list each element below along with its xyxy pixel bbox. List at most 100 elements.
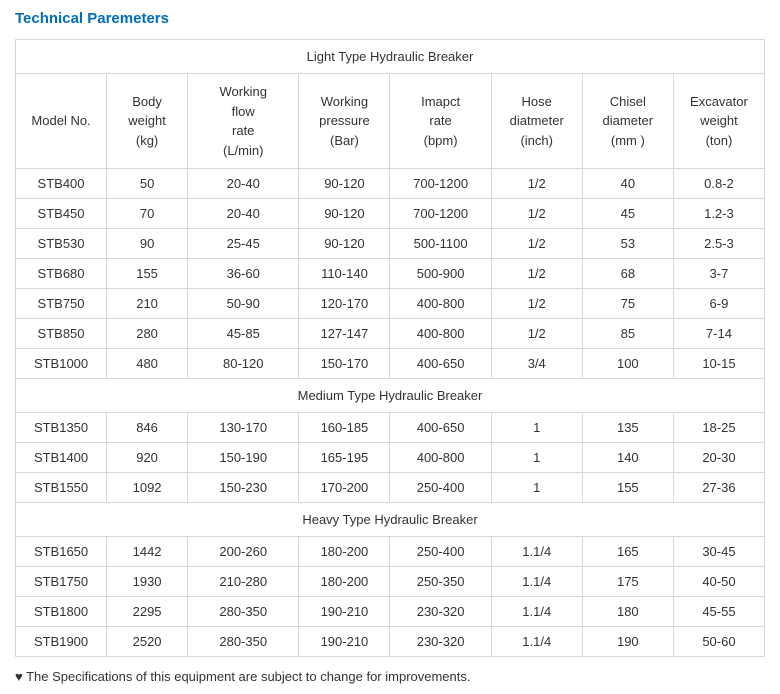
cell-press: 90-120 [299,169,390,199]
table-row: STB100048080-120150-170400-6503/410010-1… [16,349,765,379]
cell-model: STB1900 [16,627,107,657]
table-row: STB16501442200-260180-200250-4001.1/4165… [16,537,765,567]
cell-chisel: 53 [582,229,673,259]
cell-impact: 500-1100 [390,229,491,259]
cell-press: 180-200 [299,567,390,597]
cell-model: STB1400 [16,443,107,473]
cell-chisel: 135 [582,413,673,443]
table-row: STB1400920150-190165-195400-800114020-30 [16,443,765,473]
column-header: Hosediatmeter(inch) [491,74,582,169]
cell-chisel: 68 [582,259,673,289]
cell-flow: 36-60 [188,259,299,289]
cell-body: 50 [107,169,188,199]
cell-exc: 7-14 [673,319,764,349]
cell-flow: 25-45 [188,229,299,259]
cell-hose: 1/2 [491,259,582,289]
cell-chisel: 75 [582,289,673,319]
cell-flow: 80-120 [188,349,299,379]
spec-table: Light Type Hydraulic BreakerModel No.Bod… [15,39,765,657]
cell-exc: 1.2-3 [673,199,764,229]
cell-flow: 200-260 [188,537,299,567]
cell-flow: 280-350 [188,627,299,657]
cell-impact: 400-650 [390,349,491,379]
cell-body: 846 [107,413,188,443]
cell-impact: 230-320 [390,627,491,657]
cell-model: STB1350 [16,413,107,443]
cell-flow: 210-280 [188,567,299,597]
cell-body: 1930 [107,567,188,597]
cell-impact: 400-800 [390,443,491,473]
cell-chisel: 40 [582,169,673,199]
cell-impact: 250-400 [390,473,491,503]
cell-press: 165-195 [299,443,390,473]
cell-impact: 400-800 [390,289,491,319]
cell-hose: 1/2 [491,229,582,259]
column-header: Workingflowrate(L/min) [188,74,299,169]
cell-model: STB1650 [16,537,107,567]
cell-flow: 280-350 [188,597,299,627]
cell-flow: 150-190 [188,443,299,473]
cell-exc: 18-25 [673,413,764,443]
cell-chisel: 180 [582,597,673,627]
cell-hose: 1 [491,413,582,443]
cell-exc: 20-30 [673,443,764,473]
cell-body: 2520 [107,627,188,657]
table-row: STB17501930210-280180-200250-3501.1/4175… [16,567,765,597]
cell-hose: 1/2 [491,199,582,229]
cell-impact: 400-800 [390,319,491,349]
cell-press: 90-120 [299,199,390,229]
cell-chisel: 190 [582,627,673,657]
cell-chisel: 100 [582,349,673,379]
cell-model: STB1800 [16,597,107,627]
cell-hose: 1/2 [491,319,582,349]
cell-model: STB530 [16,229,107,259]
cell-exc: 50-60 [673,627,764,657]
cell-press: 110-140 [299,259,390,289]
cell-body: 280 [107,319,188,349]
cell-body: 90 [107,229,188,259]
cell-hose: 1 [491,473,582,503]
cell-impact: 700-1200 [390,169,491,199]
cell-chisel: 140 [582,443,673,473]
cell-exc: 3-7 [673,259,764,289]
cell-chisel: 45 [582,199,673,229]
cell-hose: 3/4 [491,349,582,379]
cell-hose: 1.1/4 [491,627,582,657]
cell-body: 210 [107,289,188,319]
cell-exc: 0.8-2 [673,169,764,199]
table-row: STB18002295280-350190-210230-3201.1/4180… [16,597,765,627]
cell-body: 480 [107,349,188,379]
section-header: Medium Type Hydraulic Breaker [16,379,765,413]
cell-exc: 10-15 [673,349,764,379]
column-header: Excavatorweight(ton) [673,74,764,169]
section-header: Heavy Type Hydraulic Breaker [16,503,765,537]
cell-press: 120-170 [299,289,390,319]
table-row: STB75021050-90120-170400-8001/2756-9 [16,289,765,319]
cell-hose: 1.1/4 [491,597,582,627]
cell-body: 2295 [107,597,188,627]
cell-model: STB400 [16,169,107,199]
table-row: STB15501092150-230170-200250-400115527-3… [16,473,765,503]
cell-exc: 2.5-3 [673,229,764,259]
cell-body: 155 [107,259,188,289]
cell-flow: 50-90 [188,289,299,319]
cell-press: 190-210 [299,627,390,657]
cell-chisel: 175 [582,567,673,597]
cell-flow: 20-40 [188,199,299,229]
cell-hose: 1/2 [491,169,582,199]
cell-exc: 27-36 [673,473,764,503]
cell-hose: 1.1/4 [491,567,582,597]
cell-impact: 230-320 [390,597,491,627]
cell-impact: 500-900 [390,259,491,289]
column-header: Imapctrate(bpm) [390,74,491,169]
cell-hose: 1.1/4 [491,537,582,567]
column-header: Chiseldiameter(mm ) [582,74,673,169]
cell-press: 160-185 [299,413,390,443]
cell-exc: 6-9 [673,289,764,319]
cell-impact: 400-650 [390,413,491,443]
cell-model: STB750 [16,289,107,319]
cell-hose: 1/2 [491,289,582,319]
cell-body: 70 [107,199,188,229]
table-row: STB5309025-4590-120500-11001/2532.5-3 [16,229,765,259]
cell-impact: 700-1200 [390,199,491,229]
